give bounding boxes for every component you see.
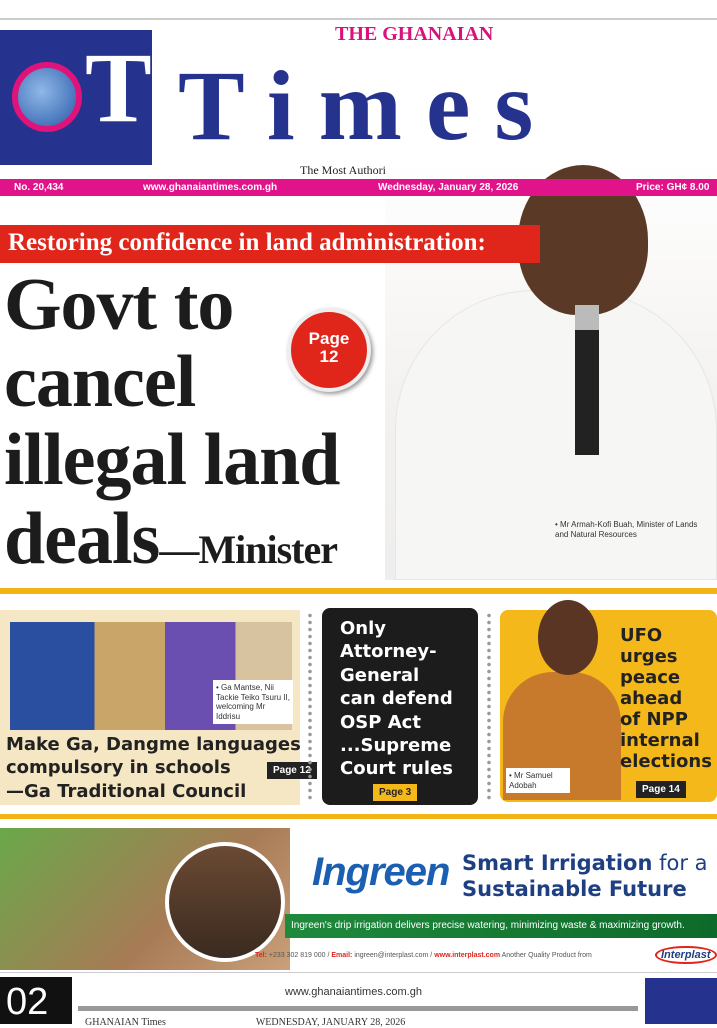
info-bar: No. 20,434 www.ghanaiantimes.com.gh Wedn…	[0, 179, 717, 196]
masthead-prefix: THE GHANAIAN	[335, 23, 494, 45]
page-ref[interactable]: Page 12	[266, 762, 317, 780]
ad-contact: Tel: +233 302 819 000 / Email: ingreen@i…	[255, 952, 592, 959]
page-badge-label: Page	[308, 329, 350, 348]
footer-bar	[78, 1006, 638, 1011]
footer-website[interactable]: www.ghanaiantimes.com.gh	[285, 986, 422, 998]
story-box-osp[interactable]	[322, 608, 478, 805]
ad-headline: Smart Irrigation for a Sustainable Future	[462, 851, 708, 902]
page-number: 02	[0, 977, 72, 1024]
lead-headline-line[interactable]: illegal land	[4, 419, 340, 501]
price: Price: GH¢ 8.00	[636, 182, 710, 193]
issue-number: No. 20,434	[14, 182, 64, 193]
website-link[interactable]: www.ghanaiantimes.com.gh	[143, 182, 278, 193]
story-headline[interactable]: Make Ga, Dangme languages compulsory in …	[6, 733, 317, 803]
ad-brand: Ingreen	[312, 850, 450, 894]
dotted-divider	[487, 612, 491, 802]
lead-headline-last[interactable]: deals—Minister	[4, 502, 338, 576]
issue-date: Wednesday, January 28, 2026	[378, 182, 519, 193]
page-ref[interactable]: Page 14	[636, 781, 686, 798]
lead-headline-line[interactable]: cancel	[4, 341, 196, 423]
story-caption: • Mr Samuel Adobah	[506, 768, 570, 794]
footer-rule	[0, 972, 717, 973]
lead-kicker: Restoring confidence in land administrat…	[0, 225, 540, 263]
dotted-divider	[308, 612, 312, 802]
photo-caption: • Mr Armah-Kofi Buah, Minister of Lands …	[555, 520, 698, 539]
page-badge[interactable]: Page 12	[287, 308, 371, 392]
top-rule	[0, 18, 717, 20]
page-badge-number: 12	[319, 346, 339, 366]
lead-attribution: —Minister	[159, 527, 338, 572]
ad-drip-pipe-photo	[165, 842, 285, 962]
interplast-logo: Interplast	[655, 946, 717, 964]
footer-gt-logo	[645, 978, 717, 1024]
globe-icon	[12, 62, 82, 132]
divider	[0, 814, 717, 819]
logo-letter: T	[85, 32, 152, 143]
lead-headline-line[interactable]: Govt to	[4, 264, 234, 346]
adobah-head	[538, 600, 598, 675]
masthead-title: Times	[178, 50, 558, 161]
story-headline[interactable]: Only Attorney- General can defend OSP Act...…	[340, 618, 453, 780]
page-ref[interactable]: Page 3	[373, 784, 418, 801]
footer-line: GHANAIAN Times WEDNESDAY, JANUARY 28, 202…	[85, 1017, 406, 1028]
microphone	[575, 305, 599, 455]
story-headline[interactable]: UFO urges peace ahead of NPP internal election…	[620, 625, 712, 773]
divider	[0, 588, 717, 594]
story-caption: • Ga Mantse, Nii Tackie Teiko Tsuru II, …	[213, 680, 293, 725]
lead-headline-line: deals	[4, 498, 160, 580]
ad-tagline: Ingreen's drip irrigation delivers preci…	[285, 914, 717, 938]
